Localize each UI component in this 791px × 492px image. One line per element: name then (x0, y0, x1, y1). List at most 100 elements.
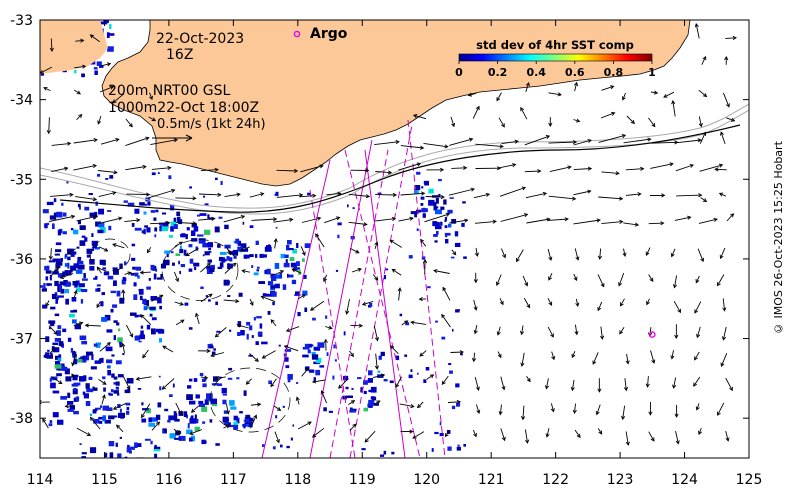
sst-pixel (349, 409, 356, 413)
current-vector (719, 247, 726, 260)
sst-pixel (81, 15, 85, 19)
current-vector (473, 192, 491, 199)
sst-pixel (460, 353, 463, 356)
sst-pixel (162, 428, 167, 434)
current-vector (698, 89, 708, 98)
current-vector (451, 249, 457, 256)
current-vector (717, 402, 725, 416)
sst-pixel (92, 244, 97, 249)
sst-pixel (414, 185, 421, 190)
sst-pixel (67, 408, 74, 412)
sst-pixel (275, 415, 278, 419)
current-vector (675, 138, 702, 144)
sst-pixel (163, 259, 170, 266)
sst-pixel (414, 211, 417, 218)
sst-pixel (416, 209, 422, 213)
current-vector (71, 373, 76, 380)
sst-pixel (370, 396, 375, 400)
sst-pixel (91, 248, 94, 251)
sst-pixel (208, 247, 212, 251)
sst-pixel (93, 217, 96, 220)
current-vector (66, 248, 76, 255)
sst-pixel (55, 242, 62, 246)
sst-pixel (178, 435, 186, 441)
current-vector (291, 268, 302, 274)
sst-pixel (243, 419, 247, 422)
sst-pixel (186, 227, 190, 231)
sst-pixel (49, 420, 53, 424)
colorbar-tick-label: 0.4 (526, 66, 546, 79)
sst-pixel (287, 240, 292, 245)
sst-pixel (57, 284, 61, 288)
sst-pixel (56, 368, 61, 371)
current-vector (645, 376, 650, 388)
current-vector (223, 214, 246, 223)
sst-pixel (146, 227, 151, 233)
sst-pixel (74, 70, 77, 74)
sst-pixel (287, 377, 291, 383)
current-vector (200, 262, 211, 273)
sst-pixel (174, 418, 180, 422)
sst-pixel (289, 257, 295, 261)
sst-pixel (255, 240, 259, 245)
current-vector (673, 300, 681, 314)
sst-pixel (141, 418, 147, 423)
sst-pixel (120, 416, 124, 419)
current-vector (721, 326, 727, 341)
sst-pixel (170, 204, 175, 211)
sst-pixel (106, 329, 113, 333)
current-vector (649, 193, 666, 198)
current-vector (348, 221, 368, 227)
sst-pixel (274, 193, 277, 196)
current-vector (475, 404, 481, 414)
sst-pixel (449, 370, 453, 374)
current-vector (98, 191, 117, 198)
sst-pixel (98, 416, 105, 420)
sst-pixel (115, 386, 119, 390)
sst-pixel (270, 285, 275, 289)
sst-pixel (119, 297, 125, 304)
sst-pixel (268, 244, 270, 246)
current-vector (84, 323, 101, 328)
current-vector (694, 351, 700, 361)
sst-pixel (255, 341, 259, 345)
sst-pixel (94, 8, 98, 12)
current-vector (674, 324, 679, 340)
current-vector (283, 345, 299, 352)
current-vector (426, 167, 445, 172)
sst-pixel (105, 178, 109, 180)
sst-pixel (91, 240, 98, 246)
sst-pixel (139, 334, 145, 340)
sst-pixel (81, 289, 88, 293)
sst-pixel (43, 224, 46, 227)
sst-pixel (280, 253, 285, 259)
sst-pixel (54, 338, 61, 342)
sst-pixel (50, 352, 53, 358)
sst-pixel (224, 224, 229, 230)
sst-pixel (290, 437, 293, 441)
sst-pixel (110, 308, 114, 313)
current-vector (116, 424, 124, 433)
sst-pixel (108, 415, 115, 420)
sst-pixel (43, 283, 46, 288)
x-axis-ticks: 114 115 116 117 118 119 120 121 122 123 124 125 (27, 20, 762, 488)
current-vector (200, 167, 219, 172)
sst-pixel (256, 266, 260, 269)
current-vector (112, 402, 127, 410)
sst-pixel (62, 367, 66, 371)
current-vector (549, 165, 572, 173)
sst-pixel (444, 219, 447, 222)
sst-pixel (115, 442, 118, 447)
sst-pixel (154, 453, 158, 458)
current-vector (722, 92, 730, 108)
sst-pixel (73, 410, 79, 415)
sst-pixel (243, 254, 250, 259)
sst-pixel (208, 251, 212, 253)
sst-pixel (420, 203, 424, 206)
sst-pixel (447, 209, 453, 214)
current-vector (300, 246, 306, 256)
current-vector (695, 275, 700, 284)
sst-pixel (444, 225, 448, 229)
current-vector (648, 117, 656, 128)
